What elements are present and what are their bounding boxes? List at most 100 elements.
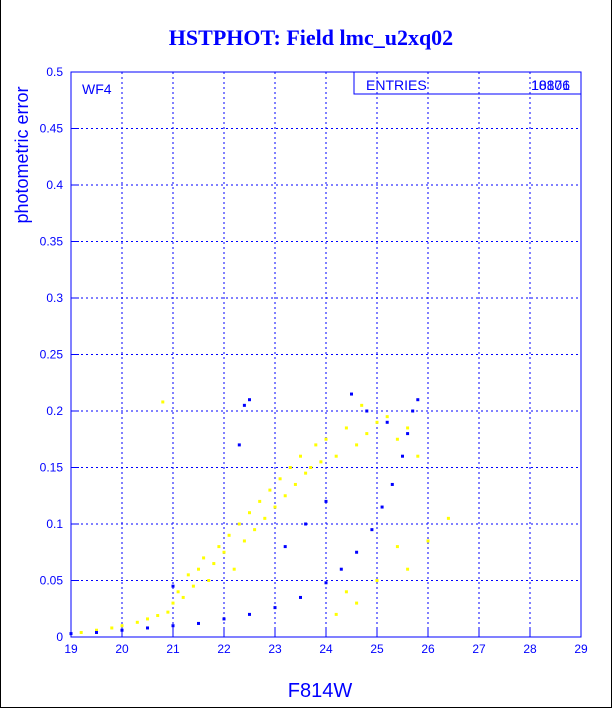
x-tick-label: 29 <box>574 642 588 656</box>
data-point <box>406 567 410 571</box>
data-point <box>339 567 343 571</box>
y-tick-label: 0.45 <box>40 122 64 136</box>
data-point <box>293 482 297 486</box>
data-point <box>273 606 277 610</box>
x-tick-label: 27 <box>472 642 486 656</box>
data-point <box>161 400 165 404</box>
data-point <box>283 494 287 498</box>
data-point <box>181 595 185 599</box>
data-point <box>375 579 379 582</box>
data-point <box>237 443 241 447</box>
grid <box>71 72 581 637</box>
stats-value-b: 10171 <box>531 77 570 93</box>
data-point <box>395 545 399 549</box>
y-tick-label: 0 <box>56 630 63 644</box>
data-point <box>197 567 200 571</box>
y-tick-label: 0.5 <box>46 65 63 79</box>
data-point <box>171 601 175 605</box>
data-point <box>176 590 180 594</box>
data-point <box>207 579 211 582</box>
points-layer <box>69 392 450 636</box>
stats-box: ENTRIES 18806 10171 <box>353 71 582 95</box>
data-point <box>135 620 139 624</box>
y-tick-label: 0.35 <box>40 235 64 249</box>
data-point <box>395 437 399 441</box>
data-point <box>355 443 359 447</box>
data-point <box>278 477 282 481</box>
stats-value-a: 18806 <box>531 77 570 93</box>
data-point <box>390 482 394 486</box>
data-point <box>324 499 328 503</box>
y-tick-label: 0.3 <box>46 291 63 305</box>
data-point <box>344 426 348 430</box>
data-point <box>324 437 328 441</box>
data-point <box>314 443 318 447</box>
data-point <box>401 454 404 458</box>
stats-label: ENTRIES <box>366 77 427 93</box>
x-tick-label: 21 <box>166 642 180 656</box>
y-tick-label: 0.1 <box>46 517 63 531</box>
data-point <box>95 630 98 634</box>
data-point <box>79 630 83 634</box>
data-point <box>360 403 364 407</box>
data-point <box>385 420 389 424</box>
data-point <box>120 624 124 628</box>
data-point <box>212 562 216 566</box>
stats-box-frame <box>353 71 582 95</box>
data-point <box>222 550 226 554</box>
data-point <box>258 499 262 503</box>
data-point <box>304 522 308 526</box>
data-point <box>446 516 450 520</box>
x-tick-label: 24 <box>319 642 333 656</box>
data-point <box>406 426 410 430</box>
data-point <box>350 392 353 396</box>
data-point <box>248 511 251 515</box>
x-tick-label: 19 <box>64 642 78 656</box>
data-point <box>299 454 302 458</box>
y-axis-label: photometric error <box>12 86 32 223</box>
y-tick-label: 0.2 <box>46 404 63 418</box>
data-point <box>171 584 175 588</box>
data-point <box>248 612 251 616</box>
data-point <box>110 626 114 630</box>
data-point <box>202 556 206 560</box>
data-point <box>355 550 359 554</box>
x-tick-label: 23 <box>268 642 282 656</box>
data-point <box>365 432 369 436</box>
data-point <box>426 539 430 543</box>
data-point <box>334 612 338 616</box>
data-point <box>380 505 384 509</box>
panel-label: WF4 <box>82 81 112 97</box>
data-point <box>411 409 415 413</box>
data-point <box>273 505 277 509</box>
data-point <box>217 545 221 549</box>
chart-title: HSTPHOT: Field lmc_u2xq02 <box>169 25 453 50</box>
data-point <box>355 601 359 605</box>
data-point <box>416 398 420 402</box>
data-point <box>242 403 246 407</box>
data-point <box>304 471 308 475</box>
x-tick-label: 20 <box>115 642 129 656</box>
data-point <box>299 595 302 599</box>
y-tick-label: 0.25 <box>40 348 64 362</box>
x-tick-label: 26 <box>421 642 435 656</box>
x-tick-label: 25 <box>370 642 384 656</box>
x-axis-label: F814W <box>288 680 353 702</box>
data-point <box>156 614 160 618</box>
data-point <box>370 528 374 532</box>
x-tick-label: 28 <box>523 642 537 656</box>
data-point <box>197 621 200 625</box>
data-point <box>375 420 379 424</box>
data-point <box>309 466 313 469</box>
data-point <box>248 398 251 402</box>
data-point <box>186 573 190 577</box>
data-point <box>319 460 323 464</box>
data-point <box>191 584 195 588</box>
data-point <box>268 488 272 492</box>
data-point <box>406 432 410 436</box>
data-point <box>171 624 175 628</box>
data-point <box>263 516 267 520</box>
data-point <box>227 533 231 537</box>
ticks: 19 20 21 22 23 24 25 26 27 28 29 0 0.05 0.1 0.15 0.2 0.2… <box>40 65 588 656</box>
